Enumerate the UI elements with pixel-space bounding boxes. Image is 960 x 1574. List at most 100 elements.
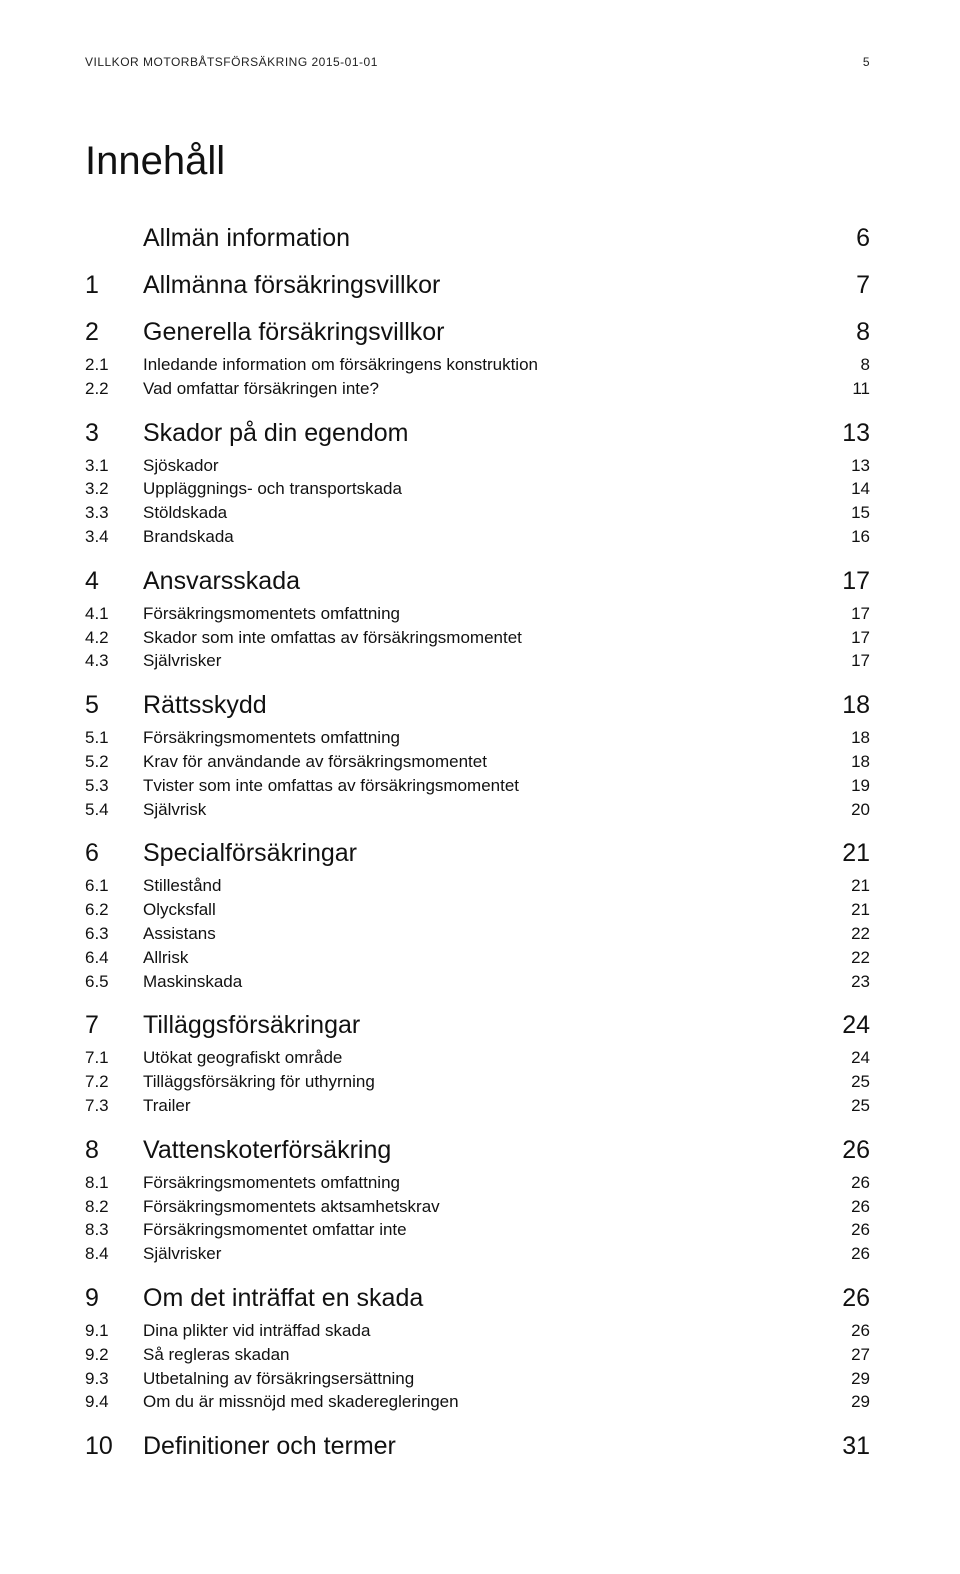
toc-section-title: Definitioner och termer — [143, 1432, 820, 1461]
toc-subsection-title: Brandskada — [143, 525, 820, 549]
toc-subsection: 7.3Trailer25 — [85, 1094, 870, 1118]
toc-subsection-page: 16 — [820, 525, 870, 549]
toc-subsection-page: 20 — [820, 798, 870, 822]
toc-section-page: 24 — [820, 1011, 870, 1040]
toc-subsection-number: 2.2 — [85, 377, 143, 401]
toc-section-title: Rättsskydd — [143, 691, 820, 720]
toc-subsection: 8.1Försäkringsmomentets omfattning26 — [85, 1171, 870, 1195]
toc-subsection: 4.2Skador som inte omfattas av försäkrin… — [85, 626, 870, 650]
toc-section-page: 26 — [820, 1136, 870, 1165]
toc-subsection-title: Allrisk — [143, 946, 820, 970]
toc-subsection-number: 3.3 — [85, 501, 143, 525]
toc-subsection-title: Skador som inte omfattas av försäkringsm… — [143, 626, 820, 650]
toc-section-number: 10 — [85, 1432, 143, 1461]
toc-subsection-number: 5.2 — [85, 750, 143, 774]
toc-subsection: 9.4Om du är missnöjd med skaderegleringe… — [85, 1390, 870, 1414]
toc-subsection-number: 7.1 — [85, 1046, 143, 1070]
toc-subsection-page: 26 — [820, 1218, 870, 1242]
toc-subsection: 8.3Försäkringsmomentet omfattar inte26 — [85, 1218, 870, 1242]
toc-subsection-page: 18 — [820, 750, 870, 774]
toc-subsection-number: 5.3 — [85, 774, 143, 798]
toc-section: 6Specialförsäkringar21 — [85, 839, 870, 868]
toc-subsection: 6.3Assistans22 — [85, 922, 870, 946]
toc-subsection-page: 24 — [820, 1046, 870, 1070]
toc-subsection: 7.2Tilläggsförsäkring för uthyrning25 — [85, 1070, 870, 1094]
toc-section: 3Skador på din egendom13 — [85, 419, 870, 448]
toc-subsection-page: 17 — [820, 649, 870, 673]
toc-section-page: 6 — [820, 224, 870, 253]
toc-section-title: Tilläggsförsäkringar — [143, 1011, 820, 1040]
toc-subsection-number: 9.1 — [85, 1319, 143, 1343]
toc-subsection-number: 7.2 — [85, 1070, 143, 1094]
toc-subsection: 5.4Självrisk20 — [85, 798, 870, 822]
toc-section-page: 17 — [820, 567, 870, 596]
toc-subsection-title: Stöldskada — [143, 501, 820, 525]
toc-section-title: Allmän information — [143, 224, 820, 253]
toc-subsection: 8.4Självrisker26 — [85, 1242, 870, 1266]
toc-section: 1Allmänna försäkringsvillkor7 — [85, 271, 870, 300]
toc-subsection-number: 9.2 — [85, 1343, 143, 1367]
toc-subsection: 2.2Vad omfattar försäkringen inte?11 — [85, 377, 870, 401]
toc-subsection-page: 14 — [820, 477, 870, 501]
toc-section-page: 8 — [820, 318, 870, 347]
toc-subsection-page: 25 — [820, 1070, 870, 1094]
toc-subsection-page: 21 — [820, 874, 870, 898]
toc-subsection-title: Stillestånd — [143, 874, 820, 898]
toc-subsection-title: Utbetalning av försäkringsersättning — [143, 1367, 820, 1391]
toc-subsection-title: Vad omfattar försäkringen inte? — [143, 377, 820, 401]
toc-section-title: Vattenskoterförsäkring — [143, 1136, 820, 1165]
toc-subsection-title: Utökat geografiskt område — [143, 1046, 820, 1070]
toc-section: 10Definitioner och termer31 — [85, 1432, 870, 1461]
toc-subsection-number: 9.4 — [85, 1390, 143, 1414]
toc-subsection-page: 27 — [820, 1343, 870, 1367]
toc-section-title: Allmänna försäkringsvillkor — [143, 271, 820, 300]
toc-subsection-page: 15 — [820, 501, 870, 525]
toc-subsection-title: Försäkringsmomentets omfattning — [143, 1171, 820, 1195]
toc-subsection: 9.2Så regleras skadan27 — [85, 1343, 870, 1367]
toc-section-number: 4 — [85, 567, 143, 596]
toc-subsection-page: 21 — [820, 898, 870, 922]
toc-section-page: 26 — [820, 1284, 870, 1313]
toc-subsection-number: 3.4 — [85, 525, 143, 549]
toc-subsection-page: 17 — [820, 602, 870, 626]
toc-subsection: 3.4Brandskada16 — [85, 525, 870, 549]
toc-subsection-page: 26 — [820, 1171, 870, 1195]
toc-section-number: 5 — [85, 691, 143, 720]
toc-subsection-title: Sjöskador — [143, 454, 820, 478]
toc-subsection: 9.3Utbetalning av försäkringsersättning2… — [85, 1367, 870, 1391]
toc-subsection-title: Uppläggnings- och transportskada — [143, 477, 820, 501]
toc-section-number: 6 — [85, 839, 143, 868]
toc-subsection: 4.3Självrisker17 — [85, 649, 870, 673]
toc-subsection-number: 8.3 — [85, 1218, 143, 1242]
toc-subsection-page: 25 — [820, 1094, 870, 1118]
toc-section-page: 13 — [820, 419, 870, 448]
toc-subsection-number: 8.1 — [85, 1171, 143, 1195]
toc-section-number: 1 — [85, 271, 143, 300]
page-title: Innehåll — [85, 139, 870, 184]
toc-subsection: 5.2Krav för användande av försäkringsmom… — [85, 750, 870, 774]
toc-subsection-number: 5.4 — [85, 798, 143, 822]
toc-subsection-number: 8.4 — [85, 1242, 143, 1266]
toc-subsection-title: Försäkringsmomentets omfattning — [143, 726, 820, 750]
toc-subsection-title: Så regleras skadan — [143, 1343, 820, 1367]
toc-subsection: 8.2Försäkringsmomentets aktsamhetskrav26 — [85, 1195, 870, 1219]
toc-subsection-number: 3.2 — [85, 477, 143, 501]
toc-subsection-title: Om du är missnöjd med skaderegleringen — [143, 1390, 820, 1414]
toc-section-number: 8 — [85, 1136, 143, 1165]
toc-section-number: 2 — [85, 318, 143, 347]
toc-subsection-title: Självrisk — [143, 798, 820, 822]
toc-section-page: 7 — [820, 271, 870, 300]
toc-subsection: 2.1Inledande information om försäkringen… — [85, 353, 870, 377]
toc-section-number: 3 — [85, 419, 143, 448]
toc-section: 5Rättsskydd18 — [85, 691, 870, 720]
toc-subsection-number: 6.2 — [85, 898, 143, 922]
toc-subsection-number: 9.3 — [85, 1367, 143, 1391]
toc-subsection-page: 19 — [820, 774, 870, 798]
toc-section: Allmän information6 — [85, 224, 870, 253]
toc-section: 2Generella försäkringsvillkor8 — [85, 318, 870, 347]
toc-subsection: 7.1Utökat geografiskt område24 — [85, 1046, 870, 1070]
toc-subsection-page: 22 — [820, 922, 870, 946]
toc-subsection: 6.4Allrisk22 — [85, 946, 870, 970]
toc-subsection-title: Trailer — [143, 1094, 820, 1118]
toc-subsection-page: 22 — [820, 946, 870, 970]
